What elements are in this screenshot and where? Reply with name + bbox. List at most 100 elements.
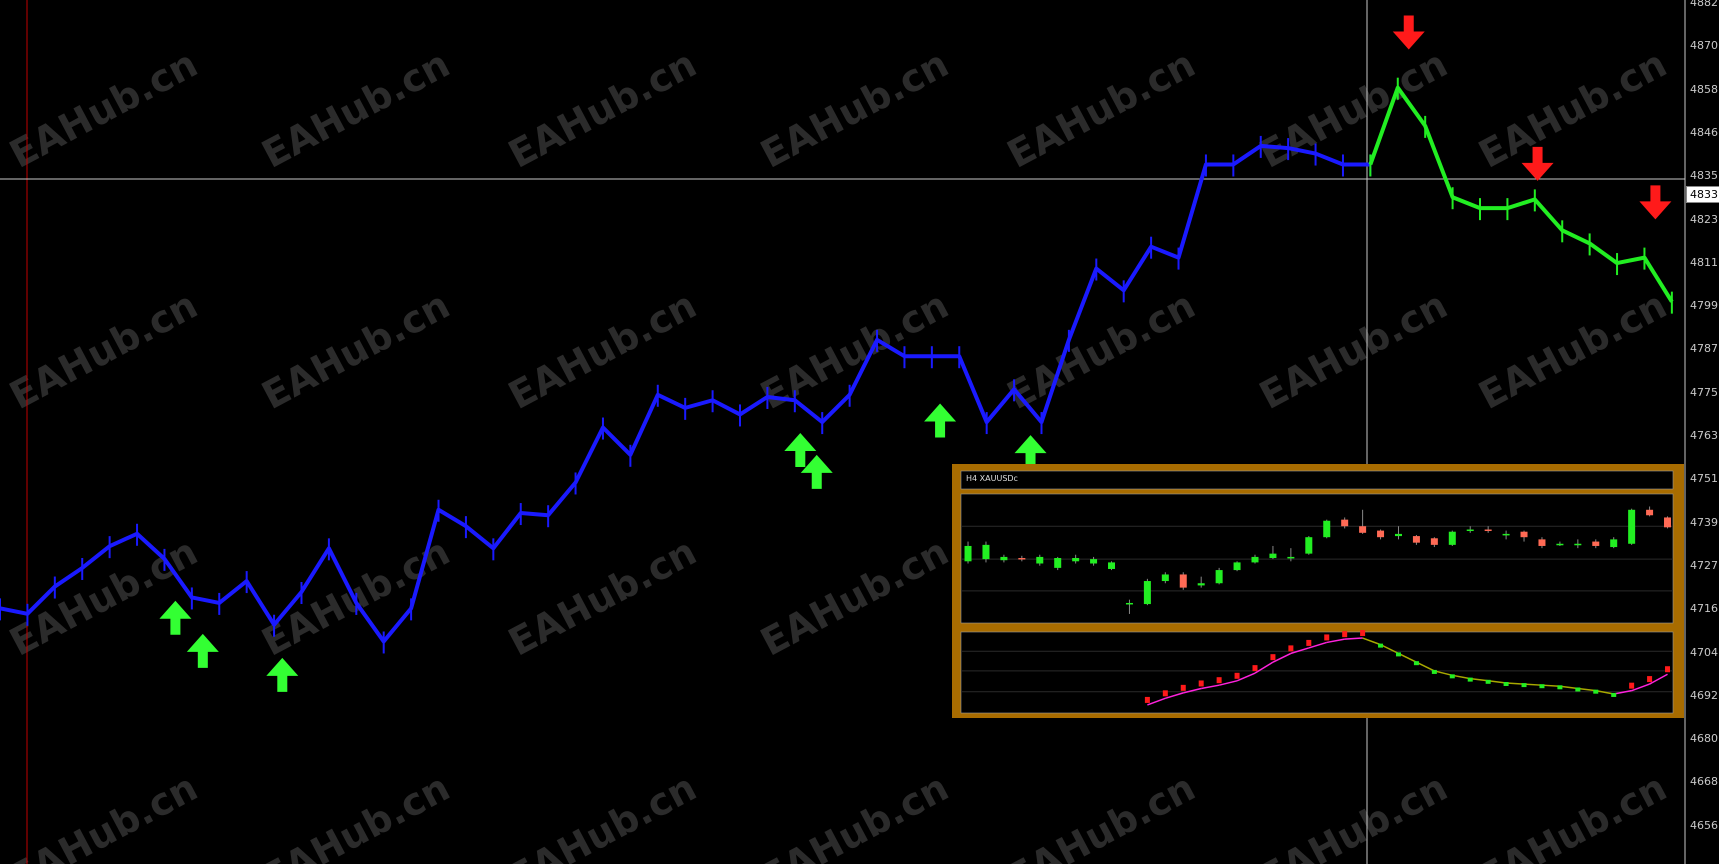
indicator-segment: [1165, 692, 1184, 700]
indicator-dot: [1413, 661, 1419, 666]
watermark: EAHub.cn: [1472, 765, 1674, 864]
indicator-dot: [1198, 680, 1204, 687]
indicator-dot: [1216, 677, 1222, 684]
indicator-dot: [1378, 643, 1384, 648]
indicator-segment: [1541, 684, 1560, 688]
axis-tick-label: 4870.6: [1690, 39, 1719, 53]
watermark: EAHub.cn: [753, 41, 955, 176]
inset-candle-bull: [1305, 537, 1313, 554]
axis-tick-label: 4692.2: [1690, 688, 1719, 702]
axis-tick-label: 4751.6: [1690, 472, 1719, 486]
watermark: EAHub.cn: [3, 765, 205, 864]
inset-candle-bear: [1341, 519, 1349, 527]
indicator-segment: [1452, 674, 1471, 680]
indicator-dot: [1449, 674, 1455, 679]
indicator-segment: [1398, 652, 1417, 663]
inset-candle-bear: [1179, 574, 1187, 588]
inset-candle-bull: [1233, 562, 1241, 571]
axis-tick-label: 4680.4: [1690, 732, 1719, 746]
indicator-segment: [1147, 697, 1166, 706]
axis-tick-label: 4727.9: [1690, 558, 1719, 572]
inset-candle-bear: [1520, 531, 1528, 538]
watermark: EAHub.cn: [1252, 41, 1454, 176]
inset-candle-bear: [1664, 517, 1672, 528]
indicator-segment: [1631, 683, 1650, 692]
indicator-segment: [1577, 687, 1596, 692]
axis-tick-label: 4739.8: [1690, 515, 1719, 529]
indicator-dot: [1647, 676, 1653, 683]
indicator-segment: [1416, 661, 1435, 672]
inset-candle-bear: [1484, 529, 1492, 532]
indicator-segment: [1595, 689, 1614, 695]
inset-candle-bull: [1394, 533, 1402, 537]
inset-candle-bull: [982, 544, 990, 560]
inset-candle-bull: [1108, 562, 1116, 569]
indicator-dot: [1288, 645, 1294, 652]
inset-candle-bull: [1072, 558, 1080, 562]
indicator-segment: [1290, 647, 1310, 655]
inset-indicator-panel: [960, 631, 1674, 714]
sell-arrow-icon: [1521, 146, 1554, 181]
indicator-segment: [1308, 641, 1327, 649]
buy-arrow-icon: [186, 633, 219, 668]
watermark: EAHub.cn: [3, 41, 205, 176]
inset-candle-bull: [1269, 553, 1277, 559]
inset-candle-bull: [1000, 556, 1008, 561]
axis-tick-label: 4668.5: [1690, 775, 1719, 789]
inset-candle-bull: [1054, 558, 1062, 568]
indicator-dot: [1557, 685, 1563, 690]
indicator-segment: [1470, 677, 1489, 682]
watermark: EAHub.cn: [255, 765, 457, 864]
indicator-dot: [1629, 682, 1635, 689]
buy-arrow-icon: [266, 657, 299, 692]
watermark: EAHub.cn: [753, 765, 955, 864]
buy-arrow-icon: [159, 600, 192, 635]
indicator-dot: [1665, 666, 1671, 673]
inset-candle-bear: [1646, 509, 1654, 516]
inset-candle-bull: [1161, 574, 1169, 582]
indicator-segment: [1488, 680, 1507, 684]
indicator-segment: [1362, 637, 1381, 646]
indicator-dot: [1144, 696, 1150, 703]
inset-candle-bear: [1430, 538, 1438, 545]
indicator-dot: [1252, 665, 1258, 672]
inset-candle-bull: [1610, 539, 1618, 548]
inset-candle-bull: [1215, 570, 1223, 584]
indicator-dot: [1521, 683, 1527, 688]
indicator-segment: [1344, 637, 1363, 640]
indicator-segment: [1201, 684, 1220, 690]
current-price-tag: 4833.0: [1686, 186, 1719, 203]
watermark: EAHub.cn: [1472, 41, 1674, 176]
watermark: EAHub.cn: [753, 529, 955, 664]
indicator-dot: [1162, 690, 1168, 697]
watermark: EAHub.cn: [3, 283, 205, 418]
indicator-segment: [1613, 689, 1632, 695]
watermark: EAHub.cn: [501, 765, 703, 864]
inset-candle-bull: [1556, 543, 1564, 546]
watermark: EAHub.cn: [1472, 283, 1674, 418]
indicator-dot: [1611, 692, 1617, 697]
inset-candle-bull: [1323, 520, 1331, 538]
watermark: EAHub.cn: [501, 283, 703, 418]
inset-title: H4 XAUUSDc: [966, 474, 1018, 483]
price-line-down: [1368, 85, 1674, 303]
indicator-dot: [1234, 672, 1240, 679]
watermark: EAHub.cn: [1000, 283, 1202, 418]
indicator-segment: [1326, 638, 1345, 644]
watermark: EAHub.cn: [1252, 765, 1454, 864]
axis-tick-label: 4716.0: [1690, 602, 1719, 616]
axis-tick-label: 4846.9: [1690, 125, 1719, 139]
inset-candle-bull: [1197, 583, 1205, 586]
sell-arrow-icon: [1639, 185, 1672, 220]
indicator-segment: [1434, 670, 1453, 677]
indicator-segment: [1254, 661, 1274, 674]
inset-candle-bear: [1359, 526, 1367, 533]
axis-tick-label: 4858.7: [1690, 82, 1719, 96]
indicator-dot: [1306, 639, 1312, 646]
inset-candle-bull: [1090, 559, 1098, 564]
indicator-segment: [1218, 680, 1238, 686]
indicator-segment: [1183, 687, 1202, 694]
watermark: EAHub.cn: [255, 283, 457, 418]
indicator-dot: [1593, 689, 1599, 694]
